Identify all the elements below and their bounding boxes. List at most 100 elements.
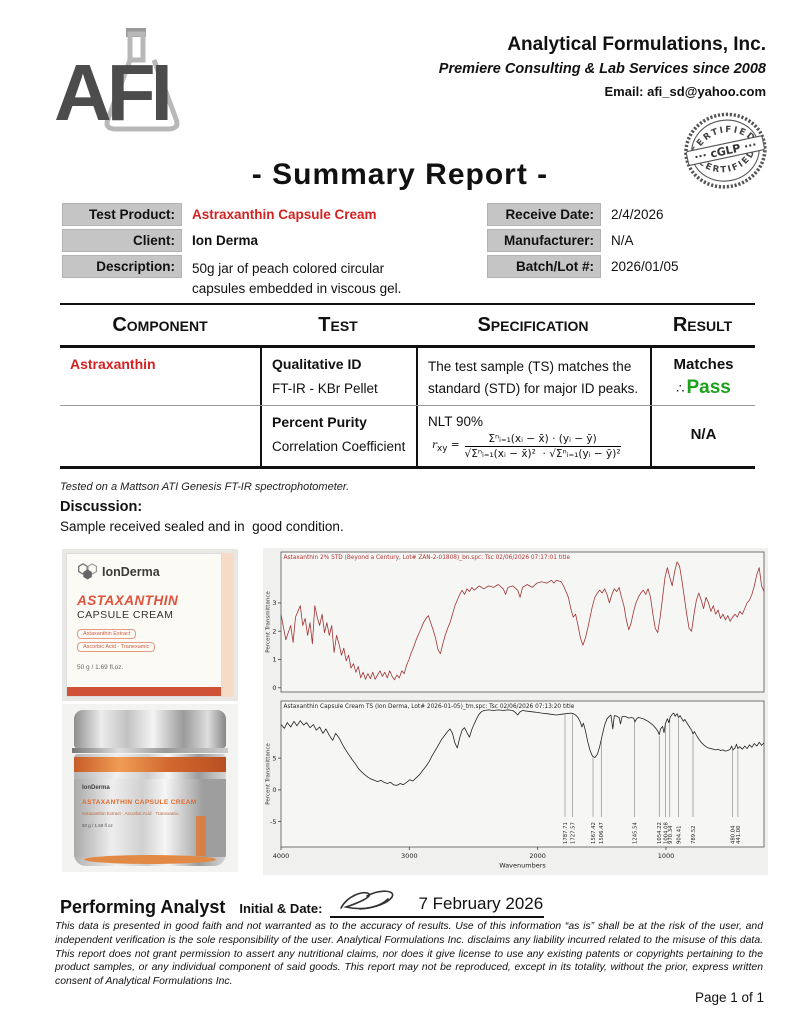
ionderma-hex-logo-icon [78,563,98,580]
test-cell: Percent Purity Correlation Coefficient [260,406,416,467]
product-box-photo: IonDerma ASTAXANTHIN CAPSULE CREAM Astax… [62,549,238,701]
field-label: Batch/Lot #: [487,255,601,278]
box-side-panel [222,553,234,697]
analyst-signature-block: Performing Analyst Initial & Date: 7 Feb… [60,886,545,918]
svg-text:904.41: 904.41 [677,825,683,844]
svg-text:1567.42: 1567.42 [591,822,597,844]
svg-text:1000: 1000 [658,852,675,860]
svg-text:1: 1 [272,656,276,664]
jar-lid-rim [72,748,228,753]
field-label: Test Product: [62,203,182,226]
box-product-subname: CAPSULE CREAM [77,609,174,621]
spec-limit: NLT 90% [428,414,484,430]
svg-text:4000: 4000 [273,852,290,860]
svg-text:Wavenumbers: Wavenumbers [499,862,546,870]
svg-text:1004.08: 1004.08 [663,821,669,844]
svg-text:0: 0 [272,684,276,692]
svg-text:Astaxanthin 2% STD (Beyond a C: Astaxanthin 2% STD (Beyond a Century, Lo… [284,555,571,561]
test-name: Qualitative ID [272,356,362,372]
svg-text:Percent Transmittance: Percent Transmittance [266,591,272,653]
disclaimer-text: This data is presented in good faith and… [55,921,763,988]
box-front-face: IonDerma ASTAXANTHIN CAPSULE CREAM Astax… [66,553,222,697]
jar-ingredients: Astaxanthin Extract · Ascorbic Acid · Tr… [82,811,179,816]
result-cell: Matches ∴ Pass [650,348,755,406]
field-client: Client: Ion Derma [62,229,258,252]
test-name: Percent Purity [272,414,367,431]
analyst-initials-signature [340,890,394,910]
svg-text:789.52: 789.52 [691,825,697,844]
formula-lhs-sub: xy [437,444,448,455]
formula-lhs: r [432,439,438,452]
jar-contents-band [74,757,226,772]
field-value: N/A [611,233,634,248]
analyst-label: Performing Analyst [60,897,226,917]
field-receive-date: Receive Date: 2/4/2026 [487,203,664,226]
svg-text:Astaxanthin Capsule Cream TS (: Astaxanthin Capsule Cream TS (Ion Derma,… [284,704,575,710]
jar-lid [74,710,226,748]
svg-text:480.04: 480.04 [731,825,737,844]
svg-text:1506.47: 1506.47 [599,822,605,844]
box-brand: IonDerma [102,564,160,579]
svg-text:1245.54: 1245.54 [633,821,639,844]
field-value: 50g jar of peach colored circular capsul… [192,261,402,296]
svg-text:3: 3 [272,599,276,607]
initial-date-label: Initial & Date: [239,901,323,916]
page-number: Page 1 of 1 [694,990,764,1005]
box-size: 50 g / 1.69 fl.oz. [77,664,124,671]
jar-product-name: ASTAXANTHIN CAPSULE CREAM [82,799,197,806]
result-matches: Matches [673,356,734,373]
page-title: - Summary Report - [251,158,549,191]
svg-text:1054.22: 1054.22 [657,822,663,844]
specification-cell: The test sample (TS) matches the standar… [416,348,650,406]
ftir-spectra-panel: 0 1 2 3 Percent Transmittance Astaxanthin 2% … [263,548,768,875]
afi-logo: AFI [50,22,230,149]
field-label: Client: [62,229,182,252]
table-header-row: Component Test Specification Result [60,303,755,348]
svg-text:-5: -5 [270,818,276,826]
jar-bottom-contents [84,855,216,864]
svg-text:2: 2 [272,627,276,635]
field-label: Description: [62,255,182,278]
box-ingredient-pill: Astaxanthin Extract [77,629,137,639]
formula-equals: = [450,439,460,452]
specification-cell: NLT 90% rxy = Σⁿᵢ₌₁(xᵢ − x̄) · (yᵢ − ȳ) … [416,406,650,467]
svg-text:5: 5 [272,754,276,762]
col-header-specification: Specification [477,313,589,336]
field-value: Astraxanthin Capsule Cream [192,207,377,222]
test-method: FT-IR - KBr Pellet [272,381,378,396]
jar-reflection-stripe [196,816,206,856]
field-label: Manufacturer: [487,229,601,252]
box-ingredient-pill: Ascorbic Acid - Tranexamic [77,642,156,652]
component-cell: Astraxanthin [70,356,156,372]
company-tagline: Premiere Consulting & Lab Services since… [438,61,766,77]
flask-icon: AFI [54,28,180,137]
svg-text:1727.57: 1727.57 [571,822,577,844]
col-header-result: Result [672,313,733,336]
table-row: Astraxanthin Qualitative ID FT-IR - KBr … [60,348,755,407]
field-description: Description: 50g jar of peach colored ci… [62,255,422,298]
box-product-name: ASTAXANTHIN [77,593,179,608]
company-name: Analytical Formulations, Inc. [507,34,766,55]
therefore-symbol: ∴ [676,381,685,396]
result-na: N/A [690,426,717,444]
field-manufacturer: Manufacturer: N/A [487,229,634,252]
svg-text:Percent Transmittance: Percent Transmittance [266,743,272,805]
jar-size: 50 g / 1.69 fl oz [82,823,113,828]
svg-text:441.00: 441.00 [736,825,742,844]
signature-date: 7 February 2026 [418,894,544,913]
ftir-ts-spectrum-chart: 5 0 -5 4000 3000 2000 1000 Wavenumbers Percent T… [266,700,765,870]
box-red-stripe [67,687,221,696]
field-value: Ion Derma [192,233,259,248]
product-jar-photo: IonDerma ASTAXANTHIN CAPSULE CREAM Astax… [62,704,238,872]
jar-brand: IonDerma [82,785,110,791]
svg-text:0: 0 [272,786,276,794]
component-cell [60,406,260,466]
discussion-heading: Discussion: [60,499,143,515]
svg-text:970.34: 970.34 [668,825,674,844]
field-value: 2026/01/05 [611,259,679,274]
discussion-text: Sample received sealed and in good condi… [60,519,344,534]
svg-text:3000: 3000 [401,852,418,860]
col-header-component: Component [112,313,208,336]
